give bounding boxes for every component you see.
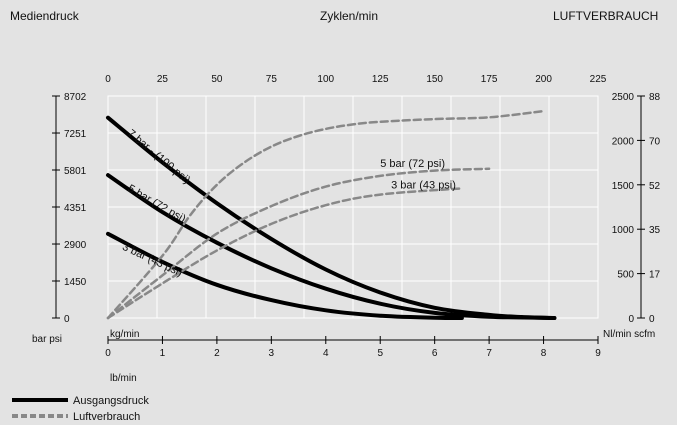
x-bottom-tick-label: 0 (105, 348, 111, 359)
series-group (106, 109, 557, 321)
y-right-tick-label-scfm: 52 (649, 181, 661, 192)
y-left-tick-label: 5801 (64, 166, 87, 177)
x-bottom-axis-label: kg/min (110, 329, 139, 340)
x-top-tick-label: 125 (372, 74, 389, 85)
y-left-tick-label: 2900 (64, 240, 87, 251)
y-right-tick-label-scfm: 0 (649, 314, 655, 325)
y-right-tick-label-nl: 2000 (612, 136, 635, 147)
y-right-tick-label-scfm: 70 (649, 136, 661, 147)
x-top-tick-label: 0 (105, 74, 111, 85)
x-bottom-tick-label: 3 (269, 348, 275, 359)
curve-annotation: 5 bar (72 psi) (380, 158, 445, 170)
header-center-label: Zyklen/min (320, 9, 378, 23)
y-right-tick-label-scfm: 88 (649, 92, 661, 103)
y-right-tick-label-nl: 1500 (612, 181, 635, 192)
y-right-tick-label-scfm: 17 (649, 270, 661, 281)
y-left-tick-label: 4351 (64, 203, 87, 214)
air-consumption-line-5bar (106, 167, 491, 320)
header-right-label: LUFTVERBRAUCH (553, 9, 658, 23)
y-right-tick-label-scfm: 35 (649, 225, 661, 236)
x-top-tick-label: 25 (157, 74, 169, 85)
y-left-tick-label: 7251 (64, 129, 87, 140)
x-bottom-axis-label-2: lb/min (110, 373, 137, 384)
x-bottom-tick-label: 6 (432, 348, 438, 359)
annotations: 7 bar - (100 psi) 5 bar (72 psi) 3 bar (43… (120, 127, 456, 279)
y-right-axis-label: Nl/min scfm (603, 329, 655, 340)
y-left-tick-label: 0 (64, 314, 70, 325)
x-bottom-tick-label: 1 (160, 348, 166, 359)
x-top-tick-label: 75 (266, 74, 278, 85)
y-right-tick-label-nl: 500 (617, 270, 634, 281)
x-top-tick-label: 150 (426, 74, 443, 85)
legend: Ausgangsdruck Luftverbrauch (12, 395, 149, 423)
x-top-tick-label: 175 (481, 74, 498, 85)
curve-annotation: 7 bar - (100 psi) (125, 127, 192, 186)
y-right-tick-label-nl: 2500 (612, 92, 635, 103)
curve-annotation: 3 bar (43 psi) (120, 241, 184, 279)
y-left-tick-label: 8702 (64, 92, 87, 103)
air-consumption-line-7bar (106, 109, 545, 320)
x-bottom-tick-label: 7 (486, 348, 492, 359)
x-top-tick-label: 225 (590, 74, 607, 85)
output-pressure-line-3bar (106, 231, 464, 321)
y-left-axis-label: bar psi (32, 334, 62, 345)
x-top-tick-label: 200 (535, 74, 552, 85)
grid (107, 95, 599, 319)
air-consumption-line-3bar (106, 187, 464, 320)
curve-annotation: 3 bar (43 psi) (391, 179, 456, 191)
x-bottom-tick-label: 8 (541, 348, 547, 359)
x-bottom-tick-label: 4 (323, 348, 329, 359)
y-right-tick-label-nl: 0 (628, 314, 634, 325)
legend-label-dashed: Luftverbrauch (73, 411, 140, 423)
x-top-tick-label: 50 (211, 74, 223, 85)
legend-label-solid: Ausgangsdruck (73, 395, 149, 407)
header-left-label: Mediendruck (10, 9, 80, 23)
x-bottom-tick-label: 9 (595, 348, 601, 359)
x-bottom-tick-label: 2 (214, 348, 220, 359)
output-pressure-line-5bar (106, 173, 557, 320)
x-bottom-tick-label: 5 (377, 348, 383, 359)
y-right-tick-label-nl: 1000 (612, 225, 635, 236)
x-top-tick-label: 100 (317, 74, 334, 85)
y-left-tick-label: 1450 (64, 277, 87, 288)
